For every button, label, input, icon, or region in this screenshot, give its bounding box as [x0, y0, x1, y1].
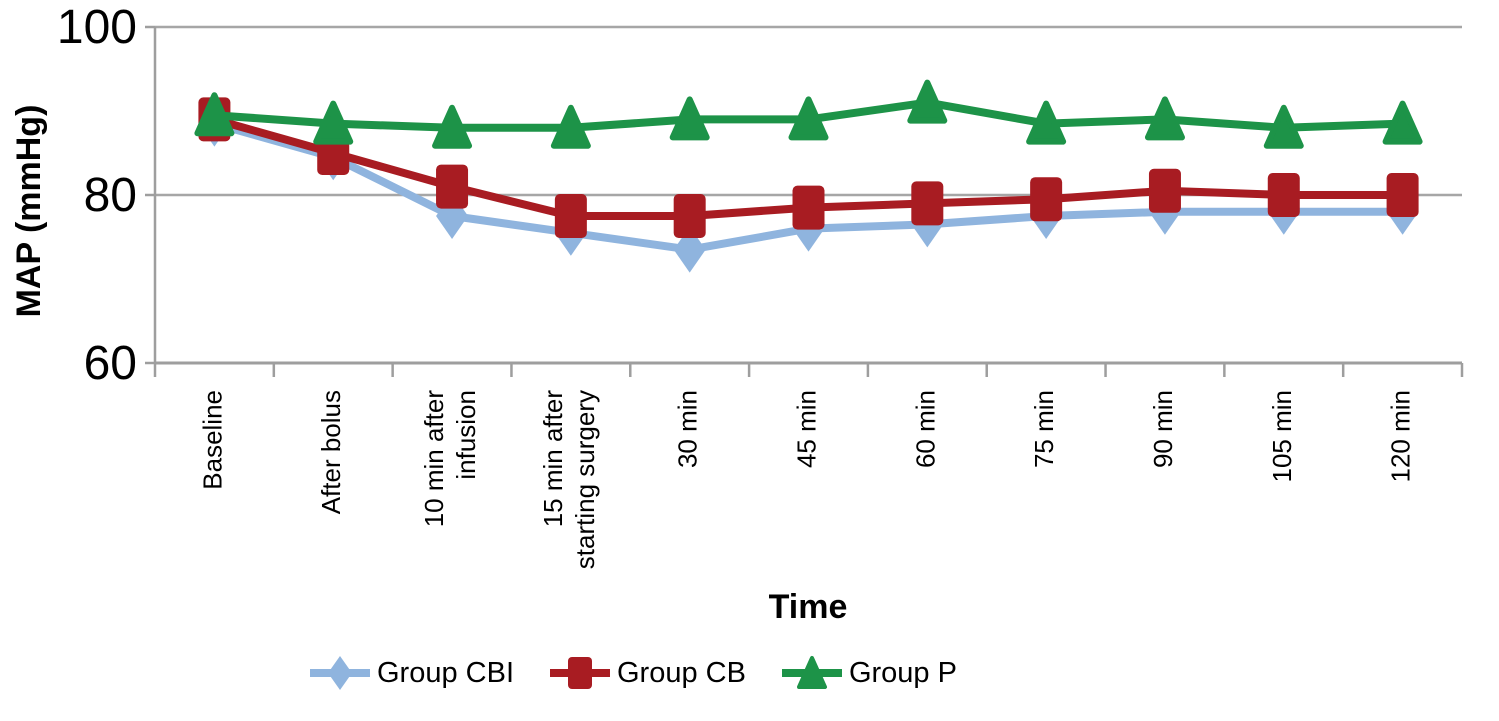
x-tick-label: 45 min	[792, 390, 822, 468]
square-marker-group-cb	[1267, 173, 1300, 217]
x-tick-label: After bolus	[316, 390, 346, 514]
diamond-marker-group-cbi	[673, 226, 706, 273]
legend-label: Group P	[848, 657, 957, 689]
y-tick-label: 60	[84, 337, 137, 390]
x-tick-label: 10 min after	[419, 390, 449, 528]
square-marker-group-cb	[436, 164, 469, 209]
triangle-marker-group-p	[432, 104, 473, 149]
x-tick-label: 90 min	[1148, 390, 1178, 468]
triangle-marker-group-p	[1026, 100, 1067, 145]
triangle-marker-group-p	[1382, 100, 1423, 145]
triangle-marker-group-p	[194, 92, 235, 137]
triangle-marker-group-p	[907, 79, 948, 124]
square-marker-group-cb	[673, 194, 706, 238]
square-marker-group-cb	[1030, 177, 1063, 222]
legend-item-group-cbi: Group CBI	[308, 645, 514, 701]
square-marker-group-cb	[792, 185, 825, 230]
x-tick-label: 105 min	[1267, 390, 1297, 483]
triangle-marker-group-p	[1263, 104, 1304, 149]
legend-diamond-icon	[310, 656, 370, 690]
x-tick-label: infusion	[451, 390, 481, 480]
legend-item-group-cb: Group CB	[548, 645, 746, 701]
triangle-marker-group-p	[669, 96, 710, 141]
legend-triangle-icon	[781, 656, 842, 689]
triangle-marker-group-p	[1144, 96, 1185, 141]
triangle-marker-group-p	[550, 104, 591, 149]
y-tick-label: 80	[84, 169, 137, 222]
legend-square-icon	[550, 657, 610, 689]
legend-label: Group CBI	[377, 657, 514, 689]
square-marker-group-cb	[1386, 173, 1419, 217]
x-tick-label: 120 min	[1386, 390, 1416, 483]
legend-label: Group CB	[617, 657, 746, 689]
x-tick-label: Baseline	[197, 390, 227, 490]
x-tick-label: 30 min	[673, 390, 703, 468]
square-marker-group-cb	[1148, 168, 1181, 213]
x-tick-label: 60 min	[910, 390, 940, 468]
square-marker-group-cb	[554, 194, 587, 238]
x-tick-label: starting surgery	[570, 390, 600, 569]
y-tick-label: 100	[57, 1, 137, 54]
legend: Group CBI Group CB Group P	[308, 645, 957, 701]
x-axis-title: Time	[768, 588, 848, 626]
x-tick-label: 75 min	[1029, 390, 1059, 468]
triangle-marker-group-p	[313, 100, 354, 145]
y-axis-title: MAP (mmHg)	[10, 104, 48, 318]
square-marker-group-cb	[911, 181, 944, 226]
x-tick-label: 15 min after	[538, 390, 568, 528]
triangle-marker-group-p	[788, 96, 829, 141]
legend-item-group-p: Group P	[780, 645, 957, 701]
